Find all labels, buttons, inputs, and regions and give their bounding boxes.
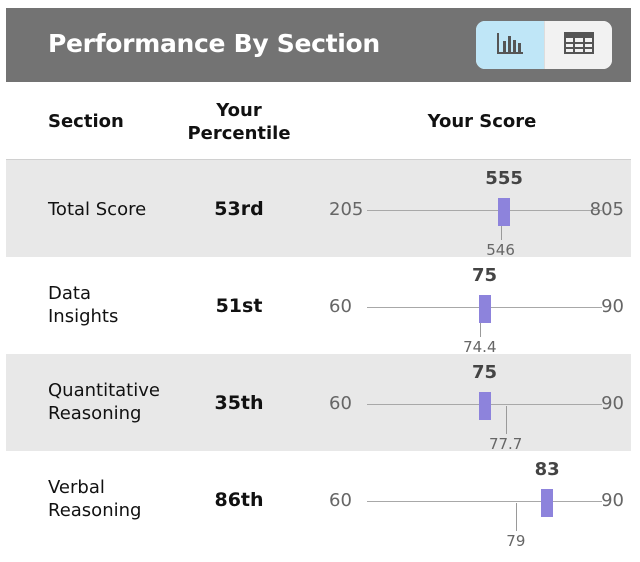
scale-max-label: 90 <box>601 393 624 414</box>
column-header-percentile: Your Percentile <box>187 100 291 144</box>
scale-line <box>367 501 602 502</box>
section-row-total-score: Total Score 53rd 205 546 555 805 <box>6 160 631 259</box>
score-scale: 205 546 555 805 <box>324 160 624 259</box>
view-toggle <box>476 21 612 69</box>
card-header: Performance By Section <box>6 8 631 82</box>
average-tick <box>500 212 502 240</box>
table-view-button[interactable] <box>544 21 612 69</box>
section-name: Quantitative Reasoning <box>48 380 160 424</box>
section-row-data-insights: Data Insights 51st 60 74.4 75 90 <box>6 257 631 356</box>
scale-max-label: 90 <box>601 296 624 317</box>
your-score-marker <box>498 198 511 226</box>
your-score-value: 555 <box>485 168 523 189</box>
scale-min-label: 60 <box>329 490 352 511</box>
average-label: 79 <box>506 532 526 550</box>
your-score-marker <box>541 489 554 517</box>
average-label: 77.7 <box>488 435 523 453</box>
card-title: Performance By Section <box>48 29 380 58</box>
performance-card: Performance By Section <box>6 8 631 550</box>
scale-max-label: 805 <box>589 199 624 220</box>
scale-max-label: 90 <box>601 490 624 511</box>
section-name: Total Score <box>48 199 147 220</box>
your-score-value: 75 <box>471 265 498 286</box>
your-score-marker <box>478 392 491 420</box>
column-header-score: Your Score <box>427 111 537 132</box>
table-grid-icon <box>564 32 594 58</box>
percentile-value: 35th <box>214 392 264 414</box>
average-label: 74.4 <box>463 338 497 356</box>
average-label: 546 <box>486 241 515 259</box>
section-row-quantitative-reasoning: Quantitative Reasoning 35th 60 77.7 75 90 <box>6 354 631 453</box>
section-name: Data Insights <box>48 283 119 327</box>
section-row-verbal-reasoning: Verbal Reasoning 86th 60 79 83 90 <box>6 451 631 550</box>
score-scale: 60 77.7 75 90 <box>324 354 624 453</box>
average-tick <box>515 503 517 531</box>
percentile-value: 53rd <box>214 198 264 220</box>
your-score-marker <box>478 295 491 323</box>
chart-view-button[interactable] <box>476 21 544 69</box>
percentile-value: 86th <box>214 489 264 511</box>
section-name: Verbal Reasoning <box>48 477 142 521</box>
score-scale: 60 79 83 90 <box>324 451 624 550</box>
your-score-value: 83 <box>534 459 560 480</box>
average-tick <box>479 309 481 337</box>
score-scale: 60 74.4 75 90 <box>324 257 624 356</box>
column-headers: Section Your Percentile Your Score <box>6 82 631 160</box>
scale-min-label: 205 <box>329 199 364 220</box>
bar-chart-icon <box>495 31 525 59</box>
percentile-value: 51st <box>215 295 263 317</box>
scale-min-label: 60 <box>329 393 352 414</box>
your-score-value: 75 <box>471 362 498 383</box>
column-header-section: Section <box>48 111 124 132</box>
scale-line <box>367 210 602 211</box>
average-tick <box>505 406 507 434</box>
scale-min-label: 60 <box>329 296 352 317</box>
